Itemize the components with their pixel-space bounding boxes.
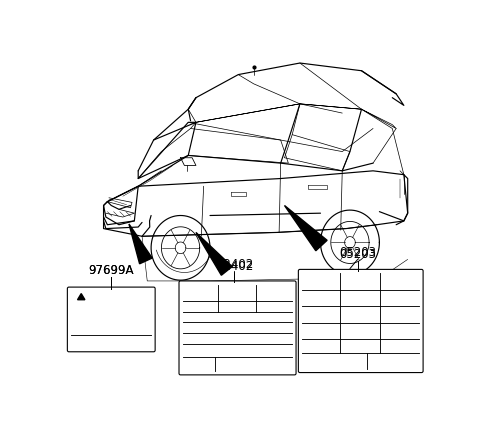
Text: 05203: 05203	[339, 248, 376, 261]
Text: 97699A: 97699A	[88, 264, 134, 277]
Text: 05203: 05203	[339, 246, 376, 260]
Polygon shape	[285, 205, 327, 251]
Text: 32402: 32402	[216, 260, 253, 273]
Polygon shape	[78, 293, 85, 300]
Polygon shape	[196, 233, 232, 275]
Text: 97699A: 97699A	[88, 264, 134, 277]
FancyBboxPatch shape	[67, 287, 155, 352]
FancyBboxPatch shape	[179, 281, 296, 375]
Text: 32402: 32402	[216, 258, 253, 271]
FancyBboxPatch shape	[299, 269, 423, 372]
Polygon shape	[129, 224, 152, 264]
